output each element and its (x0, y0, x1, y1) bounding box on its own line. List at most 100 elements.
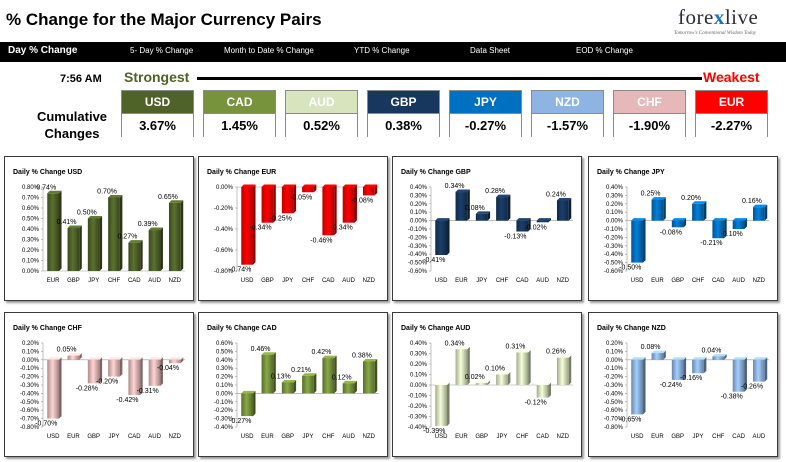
nav-bar: Day % Change 5- Day % Change Month to Da… (0, 42, 786, 62)
bar-aud (148, 230, 161, 271)
bar-nzd (362, 361, 375, 394)
y-tick-label: 0.00% (410, 219, 428, 225)
nav-month-to-date-change[interactable]: Month to Date % Change (224, 46, 314, 55)
bar-usd (47, 359, 60, 419)
bar-top (148, 227, 163, 231)
y-tick-label: -0.60% (604, 408, 624, 414)
pair-name: GBP (368, 91, 439, 113)
data-label: 0.50% (77, 210, 97, 217)
nav-data-sheet[interactable]: Data Sheet (470, 46, 511, 55)
y-tick-label: -0.30% (214, 417, 234, 423)
bar-top (67, 353, 82, 356)
category-label: CHF (302, 278, 315, 284)
data-label: 0.46% (251, 346, 271, 353)
pair-value: 3.67% (122, 113, 193, 137)
data-label: 0.13% (271, 373, 291, 380)
data-label: -0.50% (619, 265, 641, 272)
bar-top (496, 194, 511, 198)
bar-top (302, 184, 317, 187)
bar-chf (496, 197, 508, 221)
bar-side (180, 200, 184, 271)
bar-cad (322, 187, 335, 236)
category-label: NZD (169, 434, 182, 440)
y-tick-label: 0.00% (22, 358, 40, 364)
bar-top (712, 218, 727, 221)
bar-gbp (671, 220, 684, 228)
y-tick-label: 0.40% (410, 185, 428, 191)
bar-top (651, 350, 666, 354)
nav-day-change[interactable]: Day % Change (8, 45, 78, 56)
category-label: CAD (128, 278, 141, 284)
bar-top (556, 355, 572, 358)
pair-name: EUR (696, 91, 767, 113)
bar-side (140, 357, 143, 396)
y-tick-label: 0.10% (216, 383, 234, 389)
category-label: AUD (732, 278, 745, 284)
data-label: 0.31% (505, 343, 525, 350)
category-label: USD (241, 434, 254, 440)
pair-name: CHF (614, 91, 685, 113)
bar-side (487, 380, 491, 385)
bar-top (631, 357, 646, 360)
bar-top (671, 357, 687, 360)
y-tick-label: 0.80% (22, 185, 40, 191)
bar-side (724, 218, 727, 239)
chart-panel-3: Daily % Change GBP 0.40% 0.30% 0.20% 0.10% 0.… (392, 156, 582, 301)
data-label: -0.04% (157, 365, 179, 372)
bar-side (467, 346, 470, 385)
y-tick-label: 0.30% (22, 238, 40, 244)
y-tick-label: -0.50% (20, 400, 40, 406)
chart-title: Daily % Change AUD (401, 325, 470, 332)
y-tick-label: 0.30% (410, 193, 428, 199)
logo-wordmark: forexlive (678, 5, 759, 29)
bar-top (241, 390, 256, 394)
header: % Change for the Major Currency Pairs fo… (0, 0, 786, 44)
category-label: CHF (322, 434, 335, 440)
bar-gbp (475, 382, 488, 385)
category-label: GBP (281, 434, 294, 440)
category-label: AUD (536, 278, 549, 284)
chart-title: Daily % Change JPY (597, 169, 665, 176)
category-label: AUD (148, 434, 161, 440)
data-label: -0.41% (423, 257, 445, 264)
y-tick-label: 0.60% (22, 206, 40, 212)
bar-side (79, 353, 82, 360)
pair-box-gbp: GBP 0.38% (367, 90, 440, 137)
data-label: 0.34% (445, 183, 465, 190)
y-tick-label: 0.40% (216, 358, 234, 364)
category-label: USD (47, 434, 60, 440)
bar-top (692, 201, 707, 204)
category-label: NZD (557, 278, 570, 284)
y-tick-label: -0.20% (604, 235, 624, 241)
data-label: 0.02% (465, 374, 485, 381)
nav-ytd-change[interactable]: YTD % Change (354, 46, 410, 55)
bar-top (281, 184, 297, 187)
y-tick-label: -0.40% (408, 252, 428, 258)
bar-side (643, 357, 646, 415)
data-label: 0.28% (485, 188, 505, 195)
forexlive-logo[interactable]: forexlive Tomorrow's Conventional Wisdom… (662, 5, 782, 39)
data-label: 0.25% (641, 191, 661, 198)
data-label: -0.08% (351, 197, 373, 204)
y-tick-label: -0.80% (604, 425, 624, 431)
category-label: CHF (692, 278, 705, 284)
y-tick-label: 0.30% (410, 352, 428, 358)
nav-eod-change[interactable]: EOD % Change (576, 46, 633, 55)
y-tick-label: 0.50% (22, 217, 40, 223)
category-label: NZD (363, 434, 376, 440)
nav-5-day-change[interactable]: 5- Day % Change (130, 46, 194, 55)
bar-side (744, 218, 747, 229)
pair-box-eur: EUR -2.27% (695, 90, 768, 137)
bar-top (47, 190, 62, 194)
y-tick-label: 0.00% (606, 219, 624, 225)
data-label: -0.31% (137, 388, 159, 395)
data-label: 0.38% (352, 352, 372, 359)
bar-chart: Daily % Change EUR 0.00% -0.20% -0.40% -0.60… (207, 169, 379, 284)
y-tick-label: 0.20% (410, 362, 428, 368)
y-tick-label: 0.00% (410, 383, 428, 389)
category-label: CAD (128, 434, 141, 440)
bar-side (447, 218, 450, 256)
category-label: USD (631, 278, 644, 284)
data-label: 0.39% (138, 221, 158, 228)
pair-value: -1.57% (532, 113, 603, 137)
